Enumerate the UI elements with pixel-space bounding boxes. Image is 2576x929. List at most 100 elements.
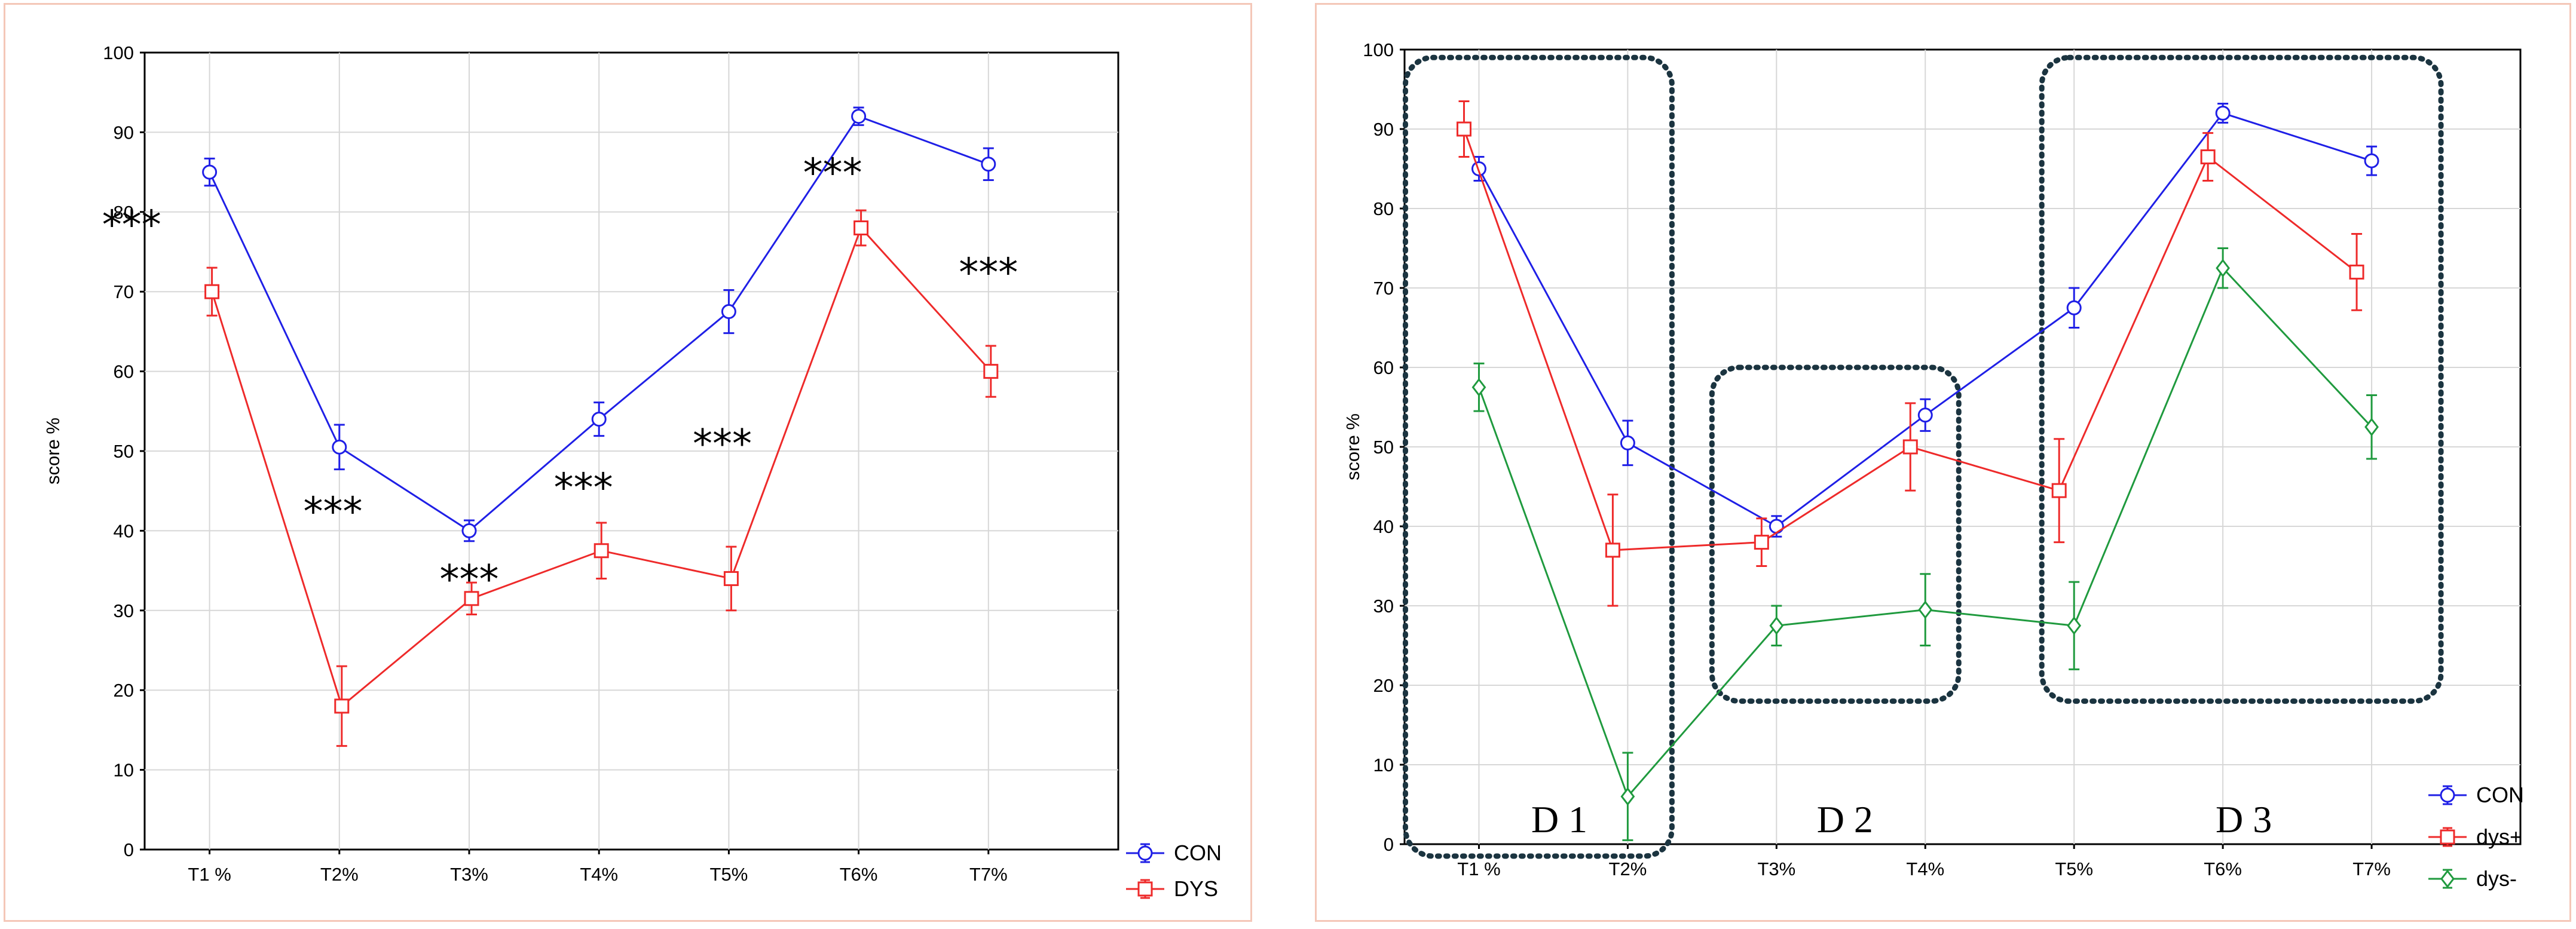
data-point [461, 523, 477, 538]
y-tick-label: 0 [124, 839, 134, 860]
y-tick-label: 100 [103, 42, 134, 63]
x-tick-label: T1 % [1457, 859, 1500, 879]
data-point [464, 591, 479, 606]
data-point [2051, 483, 2067, 498]
y-tick-label: 80 [1373, 198, 1394, 219]
y-tick-label: 100 [1363, 39, 1394, 60]
data-point [1754, 535, 1769, 550]
data-point [1620, 435, 1635, 450]
data-point [1769, 519, 1784, 534]
y-tick-label: 0 [1384, 834, 1394, 855]
y-tick-label: 80 [114, 202, 134, 223]
y-tick-label: 10 [1373, 755, 1394, 775]
y-tick-label: 50 [1373, 437, 1394, 458]
data-point [853, 220, 869, 235]
y-tick-label: 30 [114, 600, 134, 621]
x-tick-label: T6% [2204, 859, 2242, 879]
x-tick-label: T3% [450, 864, 488, 885]
y-tick-label: 60 [114, 361, 134, 382]
legend-label: DYS [1174, 876, 1218, 901]
legend-label: dys+ [2476, 824, 2522, 849]
data-point [2364, 153, 2379, 168]
data-point [332, 439, 347, 455]
legend-marker [2440, 869, 2455, 888]
data-point [1456, 121, 1471, 137]
data-point [1620, 787, 1635, 806]
legend-marker [2440, 787, 2455, 803]
y-tick-label: 40 [114, 520, 134, 541]
region-box [1402, 54, 1675, 859]
data-point [1605, 542, 1620, 558]
series-con [1471, 102, 2379, 538]
line-chart-right: 0 10 20 30 40 50 60 70 80 90 100 T1 % T2% T3% T4% T5% T6… [1342, 39, 2524, 891]
data-point [593, 543, 609, 559]
data-point [1471, 378, 1486, 397]
chart-panel-left: 0 10 20 30 40 50 60 70 80 90 100 T1 % T2% T3% T4% T5% T6… [4, 3, 1252, 922]
region-label: D 2 [1817, 798, 1873, 841]
data-point [1769, 616, 1784, 635]
data-point [334, 698, 350, 714]
x-tick-label: T5% [2055, 859, 2093, 879]
significance-stars: *** [102, 202, 161, 248]
region-label: D 1 [1531, 798, 1587, 841]
significance-stars: *** [693, 421, 752, 467]
y-tick-label: 60 [1373, 357, 1394, 378]
y-tick-label: 40 [1373, 516, 1394, 537]
legend-marker [1137, 845, 1153, 861]
x-tick-label: T5% [710, 864, 748, 885]
region-label: D 3 [2216, 798, 2272, 841]
significance-stars: *** [803, 150, 862, 196]
series-dys- [1471, 247, 2379, 841]
y-tick-label: 70 [114, 281, 134, 302]
data-point [2200, 149, 2216, 165]
x-tick-label: T1 % [188, 864, 231, 885]
x-tick-label: T3% [1757, 859, 1795, 879]
x-tick-label: T7% [969, 864, 1008, 885]
data-point [2067, 616, 2082, 635]
line-chart-left: 0 10 20 30 40 50 60 70 80 90 100 T1 % T2% T3% T4% T5% T6… [42, 42, 1222, 901]
data-point [981, 157, 996, 172]
significance-stars: *** [303, 489, 362, 535]
x-tick-label: T7% [2352, 859, 2391, 879]
y-tick-label: 20 [1373, 675, 1394, 696]
significance-stars: *** [554, 465, 613, 511]
data-point [202, 164, 218, 180]
y-tick-label: 20 [114, 680, 134, 701]
legend-marker [2440, 829, 2455, 845]
data-point [2215, 105, 2231, 121]
y-tick-label: 50 [114, 441, 134, 462]
series-dys [204, 209, 999, 747]
data-point [2066, 300, 2082, 315]
region-box [2039, 54, 2444, 704]
series-dys- [1456, 100, 2364, 607]
data-point [851, 109, 867, 124]
y-tick-label: 70 [1373, 278, 1394, 299]
x-tick-label: T2% [320, 864, 359, 885]
data-point [1917, 407, 1933, 423]
x-tick-label: T4% [1906, 859, 1944, 879]
legend: CON DYS [1126, 841, 1222, 901]
significance-stars: *** [440, 556, 499, 602]
x-tick-label: T4% [580, 864, 618, 885]
y-tick-label: 90 [114, 122, 134, 143]
data-point [1902, 439, 1918, 455]
region-box [1709, 364, 1962, 704]
data-point [591, 412, 607, 427]
significance-stars: *** [959, 250, 1018, 296]
legend-marker [1137, 881, 1153, 897]
chart-panel-right: 0 10 20 30 40 50 60 70 80 90 100 T1 % T2% T3% T4% T5% T6… [1315, 3, 2571, 922]
data-point [723, 571, 739, 586]
legend-label: CON [1174, 841, 1222, 865]
y-tick-label: 30 [1373, 596, 1394, 617]
y-tick-label: 90 [1373, 119, 1394, 140]
data-point [721, 304, 736, 320]
data-point [2364, 418, 2379, 437]
series-con [202, 106, 996, 542]
data-point [2349, 264, 2364, 280]
legend-label: dys- [2476, 866, 2517, 891]
data-point [204, 284, 220, 299]
legend: CON dys+ dys- [2428, 783, 2524, 891]
y-axis-label: score % [1342, 413, 1363, 480]
x-tick-label: T6% [840, 864, 878, 885]
data-point [2216, 259, 2231, 278]
